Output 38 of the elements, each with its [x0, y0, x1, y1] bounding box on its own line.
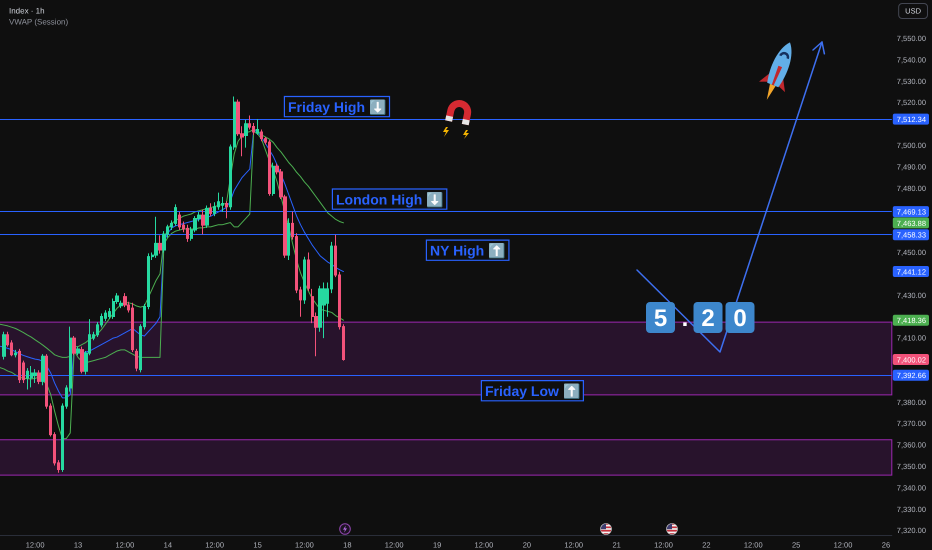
candlestick — [26, 368, 29, 390]
candlestick — [80, 346, 84, 374]
candlestick — [30, 365, 33, 388]
candlestick — [268, 140, 271, 196]
candlestick — [37, 370, 41, 385]
candlestick — [14, 349, 17, 358]
candlestick — [307, 252, 310, 292]
candlestick — [131, 302, 134, 353]
candlestick — [76, 346, 80, 356]
candlestick — [287, 218, 290, 261]
candlestick — [244, 119, 248, 148]
ref-line-label: Friday High ⬇ — [288, 99, 386, 116]
candlestick — [260, 128, 263, 142]
candlestick — [158, 234, 162, 254]
candlestick — [154, 216, 158, 258]
candlestick — [272, 162, 275, 196]
ref-line-label: London High ⬇ — [336, 192, 444, 209]
ref-line-label: NY High ⬆ — [430, 242, 506, 260]
candlestick — [178, 211, 181, 231]
candlestick — [209, 202, 212, 217]
candlestick — [186, 224, 189, 242]
text: Index · 1h — [9, 6, 45, 16]
candlestick — [201, 209, 205, 235]
candlestick — [2, 331, 6, 360]
candlestick — [135, 348, 138, 372]
candlestick — [33, 368, 37, 384]
candlestick — [256, 118, 259, 136]
candlestick — [72, 335, 76, 356]
ref-line-label: Friday Low ⬆ — [485, 383, 580, 400]
candlestick — [174, 204, 177, 226]
candlestick — [205, 204, 209, 228]
candlestick — [303, 256, 306, 304]
candlestick — [41, 354, 45, 386]
candlestick — [225, 200, 228, 219]
candlestick — [322, 282, 326, 339]
candlestick — [18, 348, 21, 384]
text: VWAP (Session) — [9, 18, 68, 26]
candlestick — [221, 196, 224, 212]
